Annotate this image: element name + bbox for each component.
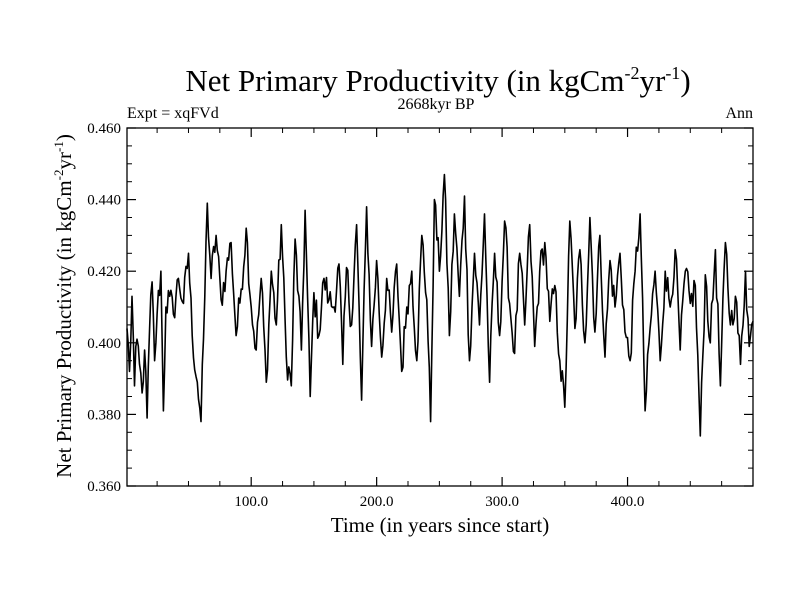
x-tick-label: 200.0: [360, 494, 394, 510]
y-tick-label: 0.360: [87, 479, 121, 495]
y-tick-label: 0.440: [87, 193, 121, 209]
x-tick-label: 400.0: [611, 494, 645, 510]
chart-title: Net Primary Productivity (in kgCm-2yr-1): [185, 63, 690, 98]
season-label: Ann: [725, 105, 753, 122]
experiment-label: Expt = xqFVd: [127, 105, 219, 122]
x-tick-label: 100.0: [234, 494, 268, 510]
series-line-npp: [126, 173, 754, 437]
period-label: 2668kyr BP: [398, 96, 475, 113]
y-axis-ticks: 0.360 0.380 0.400 0.420 0.440 0.460: [87, 121, 753, 495]
y-tick-label: 0.420: [87, 264, 121, 280]
x-tick-label: 300.0: [485, 494, 519, 510]
y-tick-label: 0.380: [87, 407, 121, 423]
x-axis-label: Time (in years since start): [331, 513, 550, 537]
y-axis-label: Net Primary Productivity (in kgCm-2yr-1): [51, 134, 76, 478]
y-tick-label: 0.400: [87, 336, 121, 352]
x-axis-ticks: 100.0 200.0 300.0 400.0: [156, 128, 723, 510]
y-tick-label: 0.460: [87, 121, 121, 137]
plot-frame: [126, 127, 754, 487]
